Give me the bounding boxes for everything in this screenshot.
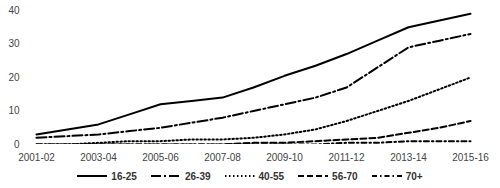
html-text:40-55: 40-55	[258, 170, 285, 182]
svg-text:2003-04: 2003-04	[80, 152, 117, 163]
svg-text:40: 40	[8, 5, 20, 16]
html-text:56-70: 56-70	[332, 170, 358, 182]
html-text:16-25: 16-25	[111, 170, 137, 182]
svg-text:2011-12: 2011-12	[329, 152, 365, 163]
svg-text:0: 0	[14, 139, 20, 150]
svg-text:20: 20	[8, 72, 20, 83]
html-text:26-39: 26-39	[184, 170, 211, 182]
svg-text:2007-08: 2007-08	[204, 152, 241, 163]
svg-text:2005-06: 2005-06	[142, 152, 179, 163]
svg-text:30: 30	[8, 38, 20, 49]
html-text:70+: 70+	[405, 170, 423, 182]
svg-text:2009-10: 2009-10	[266, 152, 303, 163]
svg-text:2013-14: 2013-14	[390, 152, 427, 163]
svg-text:2001-02: 2001-02	[18, 152, 55, 163]
svg-text:10: 10	[8, 105, 20, 116]
svg-text:2015-16: 2015-16	[452, 152, 489, 163]
